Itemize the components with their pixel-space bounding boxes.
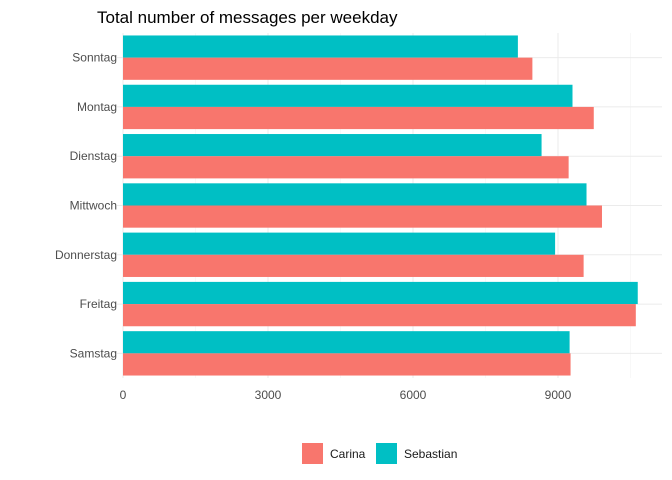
- y-tick-label: Sonntag: [72, 51, 117, 65]
- y-tick-label: Montag: [77, 100, 117, 114]
- x-axis-ticks: 0 3000 6000 9000: [120, 388, 572, 402]
- legend-key-carina: [302, 443, 323, 464]
- y-tick-label: Mittwoch: [70, 199, 117, 213]
- bars: [123, 35, 638, 376]
- bar-carina-freitag: [123, 304, 636, 327]
- legend-key-sebastian: [376, 443, 397, 464]
- bar-carina-montag: [123, 106, 594, 130]
- bar-carina-dienstag: [123, 156, 569, 179]
- x-tick-label: 3000: [255, 388, 282, 402]
- bar-carina-samstag: [123, 353, 571, 376]
- bar-sebastian-sonntag: [123, 35, 518, 58]
- chart-title: Total number of messages per weekday: [97, 8, 398, 27]
- y-tick-label: Samstag: [70, 346, 117, 360]
- legend-label-carina: Carina: [330, 447, 366, 461]
- legend: Carina Sebastian: [302, 443, 457, 464]
- bar-sebastian-montag: [123, 84, 573, 107]
- y-tick-label: Freitag: [80, 297, 117, 311]
- y-tick-label: Donnerstag: [55, 248, 117, 262]
- bar-carina-sonntag: [123, 57, 533, 80]
- x-tick-label: 0: [120, 388, 127, 402]
- y-axis-ticks: Sonntag Montag Dienstag Mittwoch Donnerstag F…: [55, 51, 117, 361]
- bar-sebastian-donnerstag: [123, 232, 556, 255]
- x-tick-label: 9000: [545, 388, 572, 402]
- bar-sebastian-samstag: [123, 331, 570, 354]
- bar-sebastian-dienstag: [123, 134, 542, 157]
- bar-carina-mittwoch: [123, 205, 602, 228]
- bar-sebastian-freitag: [123, 281, 638, 305]
- bar-carina-donnerstag: [123, 254, 584, 277]
- bar-sebastian-mittwoch: [123, 183, 587, 206]
- legend-label-sebastian: Sebastian: [404, 447, 457, 461]
- y-tick-label: Dienstag: [70, 149, 117, 163]
- x-tick-label: 6000: [400, 388, 427, 402]
